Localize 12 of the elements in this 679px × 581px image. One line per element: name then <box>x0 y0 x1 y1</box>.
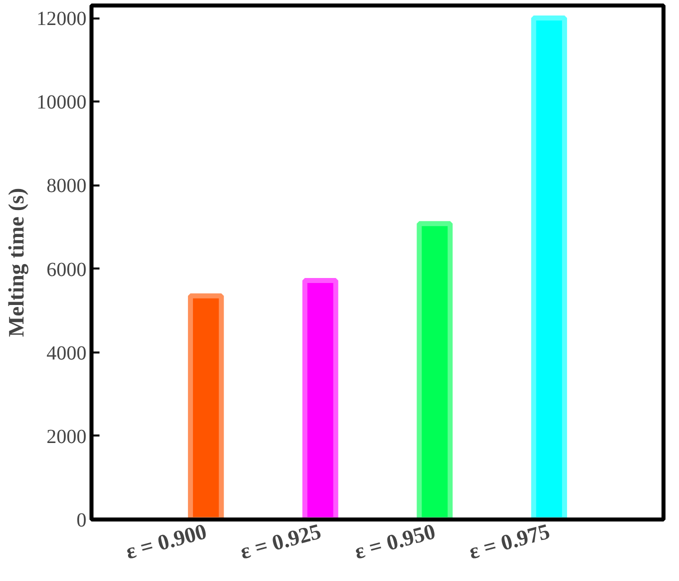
y-tick-label: 0 <box>76 510 86 532</box>
x-tick-label: ε = 0.975 <box>466 518 552 564</box>
y-tick-label: 2000 <box>46 426 86 448</box>
x-tick-label: ε = 0.925 <box>237 518 324 564</box>
y-tick-label: 6000 <box>46 258 86 281</box>
y-tick-label: 12000 <box>36 8 86 30</box>
x-tick-label: ε = 0.900 <box>123 518 210 564</box>
y-tick-label: 8000 <box>46 175 86 198</box>
y-axis-title: Melting time (s) <box>4 188 28 338</box>
y-tick-label: 4000 <box>46 342 86 364</box>
x-tick-label: ε = 0.950 <box>352 518 438 564</box>
y-tick-label: 10000 <box>36 92 86 114</box>
